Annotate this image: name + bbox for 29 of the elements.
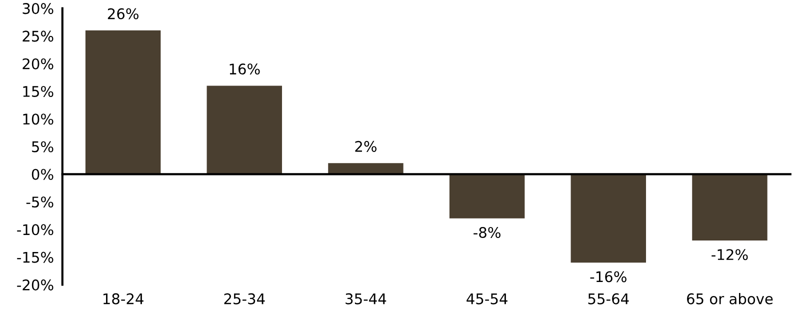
y-tick-label: -10% — [17, 224, 54, 236]
data-label: -8% — [474, 226, 500, 238]
y-tick-label: 25% — [22, 30, 54, 42]
bar — [328, 163, 404, 174]
data-label: 16% — [230, 64, 260, 75]
data-label: -12% — [712, 249, 748, 260]
x-tick-label: 18-24 — [103, 293, 144, 304]
bar — [449, 174, 525, 218]
y-tick-label: 20% — [22, 58, 54, 70]
y-tick-label: 30% — [22, 3, 54, 14]
data-label: 2% — [355, 140, 376, 152]
y-tick-label: 15% — [23, 86, 54, 97]
data-label: 26% — [108, 8, 138, 20]
x-tick-label: 45-54 — [466, 293, 508, 304]
y-tick-label: 0% — [32, 168, 54, 180]
x-tick-label: 65 or above — [687, 293, 773, 304]
y-tick-label: -20% — [17, 279, 54, 290]
y-tick-label: 10% — [23, 114, 54, 125]
y-tick-label: -15% — [17, 252, 54, 263]
data-label: -16% — [590, 271, 626, 282]
bar — [692, 174, 768, 240]
bar — [570, 174, 646, 263]
x-tick-label: 25-34 — [224, 293, 265, 304]
x-tick-label: 35-44 — [346, 293, 386, 304]
y-tick-label: -5% — [26, 196, 54, 208]
x-tick-label: 55-64 — [588, 293, 629, 304]
bar — [206, 86, 282, 174]
y-tick-label: 5% — [32, 141, 54, 152]
bar — [85, 30, 161, 174]
